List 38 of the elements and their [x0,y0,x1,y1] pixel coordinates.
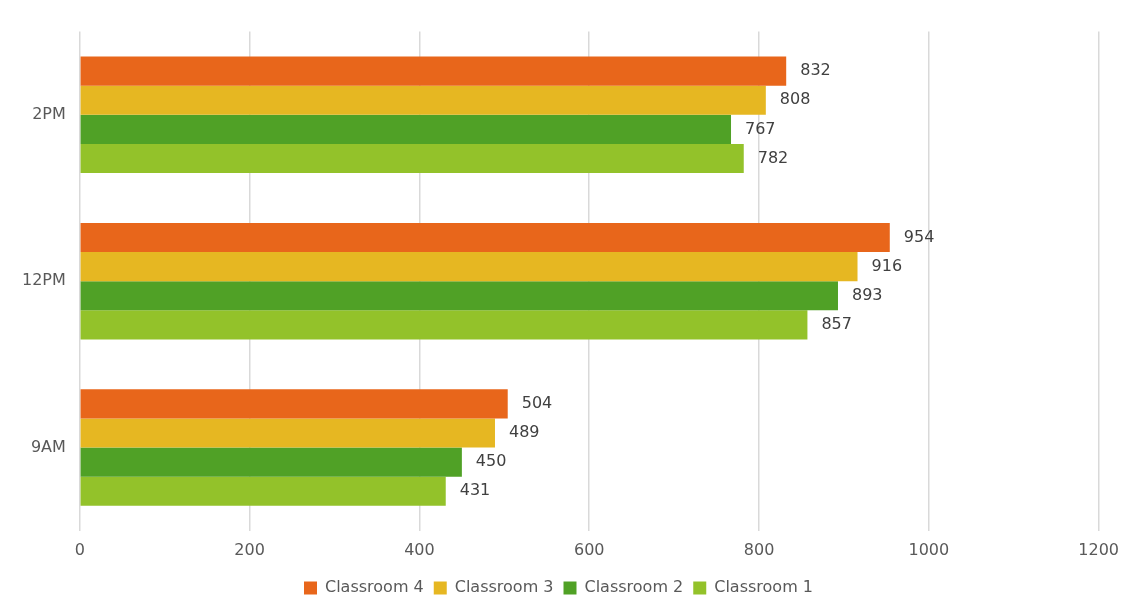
bar [80,56,787,86]
bar [80,222,890,253]
data-label: 504 [521,393,553,413]
x-tick-label: 1000 [908,539,950,559]
bar [80,114,732,144]
data-label: 767 [745,118,776,138]
legend-label: Classroom 4 [325,577,424,597]
x-tick-label: 600 [573,539,605,559]
y-tick-label: 9AM [30,436,66,456]
data-label: 916 [871,255,903,275]
data-label: 450 [475,451,507,471]
data-label: 808 [779,89,811,109]
data-label: 431 [459,480,491,500]
bar [80,389,508,419]
x-tick-label: 1200 [1078,539,1119,559]
bar [80,476,446,506]
x-tick-label: 0 [74,539,85,559]
bar [80,418,495,448]
legend-label: Classroom 2 [584,577,684,597]
bar [80,447,462,477]
x-tick-label: 200 [234,539,265,559]
legend-label: Classroom 1 [714,577,813,597]
data-label: 954 [903,226,935,246]
x-tick-label: 400 [404,539,435,559]
bar [80,252,858,282]
bar [80,85,766,115]
bar [80,281,838,311]
data-label: 893 [851,284,883,304]
data-label: 782 [757,147,789,167]
y-tick-label: 12PM [22,270,66,290]
legend-label: Classroom 3 [454,577,554,597]
data-label: 857 [821,314,852,334]
bar [80,143,744,174]
data-label: 489 [508,422,540,442]
bar [80,310,808,340]
data-label: 832 [800,60,831,80]
y-tick-label: 2PM [32,103,66,123]
x-tick-label: 800 [743,539,775,559]
